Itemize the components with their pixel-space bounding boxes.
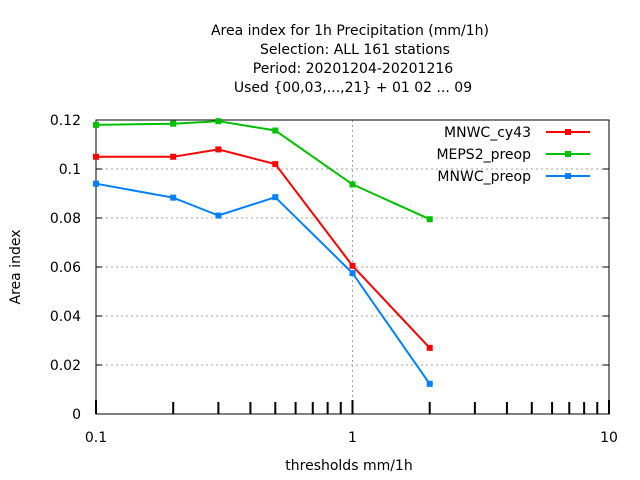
legend-swatch-marker xyxy=(565,173,571,179)
x-tick-label: 0.1 xyxy=(85,430,107,446)
series-line-MNWC_cy43 xyxy=(96,148,431,349)
legend: MNWC_cy43 MEPS2_preop MNWC_preop xyxy=(436,125,590,185)
data-point-MEPS2_preop xyxy=(170,120,177,127)
data-point-MEPS2_preop xyxy=(93,121,99,128)
data-point-MNWC_preop xyxy=(272,194,279,201)
data-point-MNWC_cy43 xyxy=(170,153,177,160)
y-tick-label: 0.1 xyxy=(59,162,81,178)
y-axis-label: Area index xyxy=(8,230,24,305)
title-line-4: Used {00,03,...,21} + 01 02 ... 09 xyxy=(234,80,472,96)
plot-series xyxy=(93,118,433,387)
data-point-MNWC_cy43 xyxy=(349,262,356,269)
y-tick-label: 0.04 xyxy=(50,309,81,325)
data-point-MEPS2_preop xyxy=(272,127,279,134)
x-tick-label: 1 xyxy=(348,430,357,446)
data-point-MNWC_preop xyxy=(349,270,356,277)
plot-frame xyxy=(95,119,610,415)
legend-swatch-marker xyxy=(565,151,571,157)
data-point-MNWC_preop xyxy=(215,212,222,219)
y-tick-label: 0.02 xyxy=(50,358,81,374)
y-tick-label: 0.12 xyxy=(50,113,81,129)
data-point-MEPS2_preop xyxy=(349,181,356,188)
data-point-MNWC_cy43 xyxy=(215,146,222,153)
legend-swatch-marker xyxy=(565,129,571,135)
series-line-MEPS2_preop xyxy=(95,120,431,221)
data-point-MNWC_preop xyxy=(426,380,433,387)
x-tick-label: 10 xyxy=(600,430,618,446)
chart-title: Area index for 1h Precipitation (mm/1h) … xyxy=(211,23,489,96)
axes: 0 0.02 0.04 0.06 0.08 0.1 0.12 0.1 1 10 xyxy=(50,113,618,446)
y-tick-label: 0.08 xyxy=(50,211,81,227)
y-tick-label: 0.06 xyxy=(50,260,81,276)
title-line-2: Selection: ALL 161 stations xyxy=(260,42,450,58)
x-axis-label: thresholds mm/1h xyxy=(285,458,412,474)
legend-label: MEPS2_preop xyxy=(436,147,531,163)
data-point-MNWC_preop xyxy=(93,180,99,187)
title-line-1: Area index for 1h Precipitation (mm/1h) xyxy=(211,23,489,39)
series-line-MNWC_preop xyxy=(95,182,431,385)
legend-label: MNWC_preop xyxy=(437,169,531,185)
data-point-MNWC_cy43 xyxy=(426,344,433,351)
legend-label: MNWC_cy43 xyxy=(444,125,531,141)
title-line-3: Period: 20201204-20201216 xyxy=(253,61,453,77)
data-point-MNWC_preop xyxy=(170,194,177,201)
data-point-MEPS2_preop xyxy=(215,118,222,125)
y-tick-label: 0 xyxy=(72,407,81,423)
data-point-MNWC_cy43 xyxy=(93,153,99,160)
data-point-MEPS2_preop xyxy=(426,216,433,223)
data-point-MNWC_cy43 xyxy=(272,161,279,168)
